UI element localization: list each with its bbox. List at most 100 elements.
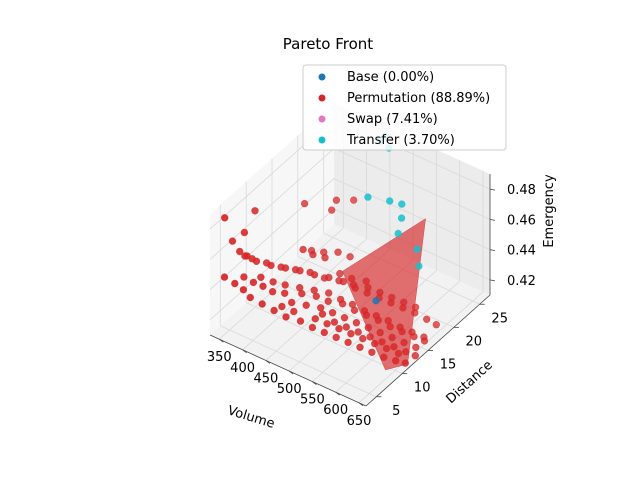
point-transfer: [415, 262, 423, 270]
x-tick-mark: [219, 338, 224, 343]
point-permutation: [268, 288, 277, 296]
z-tick-mark: [489, 249, 496, 252]
point-permutation: [259, 282, 267, 290]
x-tick-mark: [335, 391, 340, 396]
y-tick-label: 10: [414, 381, 431, 396]
point-permutation: [388, 293, 396, 302]
point-permutation: [318, 310, 327, 318]
point-permutation: [302, 301, 310, 309]
point-permutation: [291, 266, 300, 274]
point-permutation: [362, 277, 370, 285]
y-tick-label: 25: [491, 311, 508, 326]
point-permutation: [240, 273, 248, 281]
point-permutation: [412, 343, 420, 352]
point-permutation: [401, 359, 409, 367]
point-permutation: [290, 307, 298, 316]
point-permutation: [328, 309, 337, 317]
point-transfer: [386, 197, 394, 205]
point-permutation: [335, 277, 343, 285]
point-permutation: [388, 333, 396, 342]
point-permutation: [352, 319, 361, 327]
grid-line: [333, 178, 491, 250]
point-permutation: [366, 333, 374, 341]
point-permutation: [371, 339, 379, 348]
point-permutation: [350, 196, 358, 204]
point-permutation: [380, 353, 388, 361]
point-permutation: [282, 313, 290, 321]
y-tick-label: 5: [392, 404, 400, 419]
point-permutation: [420, 337, 429, 345]
x-tick-label: 400: [230, 361, 255, 376]
point-permutation: [277, 263, 285, 271]
point-permutation: [382, 344, 391, 353]
legend-marker-transfer: [318, 136, 326, 144]
point-permutation: [400, 298, 408, 306]
z-tick-label: 0.46: [507, 213, 536, 228]
point-base: [372, 297, 380, 305]
point-permutation: [221, 214, 229, 222]
point-permutation: [347, 330, 355, 338]
point-permutation: [307, 246, 316, 255]
point-permutation: [231, 279, 239, 288]
x-tick-label: 450: [253, 371, 278, 386]
point-permutation: [350, 306, 359, 314]
point-transfer: [397, 214, 406, 222]
point-permutation: [364, 283, 372, 292]
grid-line: [220, 325, 377, 398]
point-permutation: [257, 273, 265, 281]
x-tick-label: 550: [300, 393, 325, 408]
point-permutation: [220, 273, 229, 281]
point-permutation: [299, 245, 307, 254]
y-tick-label: 15: [440, 358, 457, 373]
point-permutation: [411, 303, 420, 311]
grid-line: [209, 178, 335, 290]
point-permutation: [262, 259, 271, 267]
point-permutation: [332, 333, 340, 342]
point-permutation: [236, 247, 244, 256]
point-permutation: [354, 328, 362, 336]
data-points: [220, 132, 440, 367]
legend-marker-swap: [318, 115, 326, 123]
x-tick-mark: [288, 370, 294, 375]
point-permutation: [334, 248, 342, 256]
point-permutation: [251, 207, 259, 215]
point-permutation: [368, 348, 376, 356]
legend-label-permutation: Permutation (88.89%): [347, 91, 490, 106]
point-transfer: [394, 229, 402, 238]
point-permutation: [246, 293, 255, 302]
point-permutation: [311, 315, 319, 323]
point-permutation: [300, 199, 309, 208]
legend: Base (0.00%) Permutation (88.89%) Swap (…: [302, 64, 507, 151]
x-tick-mark: [358, 402, 364, 407]
legend-label-swap: Swap (7.41%): [347, 112, 438, 127]
point-permutation: [410, 332, 418, 341]
point-permutation: [278, 302, 286, 311]
point-permutation: [359, 334, 367, 343]
point-permutation: [320, 248, 328, 256]
point-permutation: [281, 281, 289, 289]
point-transfer: [398, 200, 406, 208]
z-tick-label: 0.42: [507, 274, 536, 289]
point-permutation: [270, 306, 278, 315]
legend-box: [302, 64, 507, 151]
legend-label-transfer: Transfer (3.70%): [346, 133, 455, 148]
x-axis-line: [209, 334, 367, 407]
x-tick-mark: [242, 349, 247, 354]
point-permutation: [335, 325, 343, 333]
point-permutation: [328, 206, 336, 214]
point-transfer: [364, 193, 372, 201]
z-axis-label: Emergency: [542, 174, 557, 248]
point-permutation: [330, 318, 339, 326]
point-transfer: [413, 245, 421, 253]
point-permutation: [386, 323, 394, 331]
point-permutation: [394, 349, 403, 358]
point-permutation: [376, 328, 384, 337]
point-permutation: [258, 300, 266, 308]
point-permutation: [346, 253, 354, 261]
point-permutation: [298, 289, 306, 298]
point-permutation: [249, 278, 258, 287]
point-permutation: [348, 274, 356, 283]
x-tick-mark: [265, 360, 271, 364]
